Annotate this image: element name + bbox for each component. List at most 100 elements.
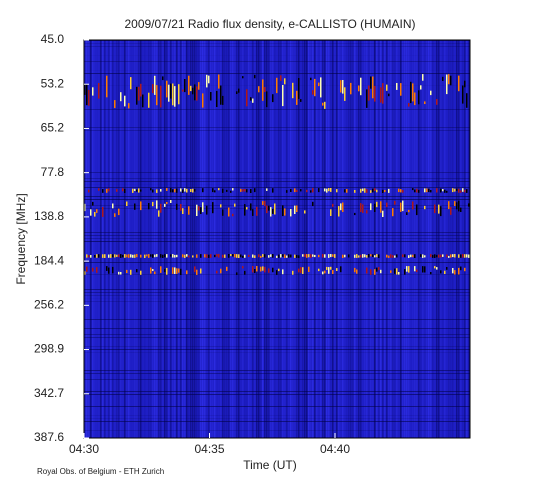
texture-burst <box>164 269 166 273</box>
texture-column <box>250 40 252 438</box>
texture-burst <box>420 254 422 257</box>
texture-burst <box>252 98 254 103</box>
texture-column <box>406 40 408 438</box>
texture-burst <box>200 254 202 258</box>
texture-column <box>416 40 418 438</box>
texture-burst <box>412 188 414 191</box>
texture-burst <box>112 266 114 274</box>
texture-column <box>86 40 88 438</box>
texture-column <box>322 40 324 438</box>
texture-burst <box>266 205 268 214</box>
texture-burst <box>450 75 452 86</box>
plot-frame <box>83 39 471 439</box>
texture-burst <box>360 188 362 193</box>
texture-row <box>84 334 470 335</box>
texture-burst <box>242 255 244 258</box>
texture-burst <box>354 190 356 193</box>
texture-column <box>358 40 360 438</box>
texture-burst <box>200 207 202 214</box>
texture-burst <box>330 254 332 258</box>
texture-column <box>126 40 128 438</box>
texture-row <box>84 241 470 242</box>
texture-column <box>446 40 448 438</box>
texture-burst <box>86 84 88 106</box>
texture-column <box>156 40 158 438</box>
texture-column <box>176 40 178 438</box>
texture-burst <box>444 189 446 193</box>
texture-column <box>350 40 352 438</box>
texture-burst <box>102 254 104 258</box>
texture-column <box>134 40 136 438</box>
texture-row <box>84 172 470 173</box>
texture-burst <box>228 207 230 217</box>
texture-burst <box>378 267 380 271</box>
texture-burst <box>328 267 330 274</box>
texture-burst <box>222 254 224 258</box>
texture-burst <box>272 267 274 273</box>
texture-burst <box>118 271 120 275</box>
texture-burst <box>436 254 438 258</box>
texture-burst <box>402 200 404 212</box>
texture-burst <box>414 266 416 272</box>
texture-burst <box>322 102 324 106</box>
texture-burst <box>298 255 300 258</box>
texture-burst <box>160 203 162 213</box>
texture-burst <box>96 267 98 273</box>
texture-burst <box>152 254 154 258</box>
texture-burst <box>284 208 286 216</box>
texture-burst <box>436 99 438 105</box>
texture-column <box>260 40 262 438</box>
texture-column <box>90 40 92 438</box>
texture-burst <box>162 76 164 81</box>
texture-burst <box>86 254 88 258</box>
texture-burst <box>458 75 460 92</box>
texture-column <box>454 40 456 438</box>
texture-burst <box>424 255 426 258</box>
texture-burst <box>124 95 126 107</box>
texture-burst <box>112 254 114 258</box>
texture-burst <box>202 93 204 108</box>
texture-burst <box>112 203 114 209</box>
texture-burst <box>88 89 90 106</box>
texture-burst <box>216 90 218 107</box>
texture-burst <box>244 189 246 192</box>
texture-burst <box>236 272 238 275</box>
texture-burst <box>434 266 436 269</box>
texture-burst <box>258 254 260 258</box>
texture-column <box>282 40 284 438</box>
texture-burst <box>196 86 198 101</box>
texture-burst <box>244 204 246 216</box>
texture-burst <box>394 268 396 274</box>
texture-column <box>158 40 160 438</box>
texture-column <box>452 40 454 438</box>
texture-burst <box>290 209 292 217</box>
texture-burst <box>464 189 466 193</box>
texture-column <box>464 40 466 438</box>
texture-burst <box>96 254 98 258</box>
texture-column <box>174 40 176 438</box>
texture-burst <box>466 254 468 258</box>
texture-burst <box>200 268 202 274</box>
texture-burst <box>180 188 182 192</box>
texture-burst <box>180 204 182 211</box>
texture-burst <box>314 254 316 258</box>
texture-column <box>466 40 468 438</box>
texture-burst <box>360 203 362 212</box>
texture-burst <box>382 210 384 217</box>
texture-burst <box>300 267 302 274</box>
texture-burst <box>302 254 304 257</box>
texture-row <box>84 178 470 179</box>
texture-burst <box>306 189 308 193</box>
texture-burst <box>422 74 424 81</box>
texture-burst <box>324 188 326 192</box>
texture-burst <box>408 266 410 273</box>
texture-column <box>354 40 356 438</box>
texture-burst <box>178 84 180 105</box>
texture-burst <box>298 78 300 99</box>
chart-title: 2009/07/21 Radio flux density, e-CALLIST… <box>124 17 415 31</box>
texture-column <box>462 40 464 438</box>
texture-burst <box>186 188 188 193</box>
texture-burst <box>360 77 362 96</box>
texture-burst <box>92 267 94 272</box>
